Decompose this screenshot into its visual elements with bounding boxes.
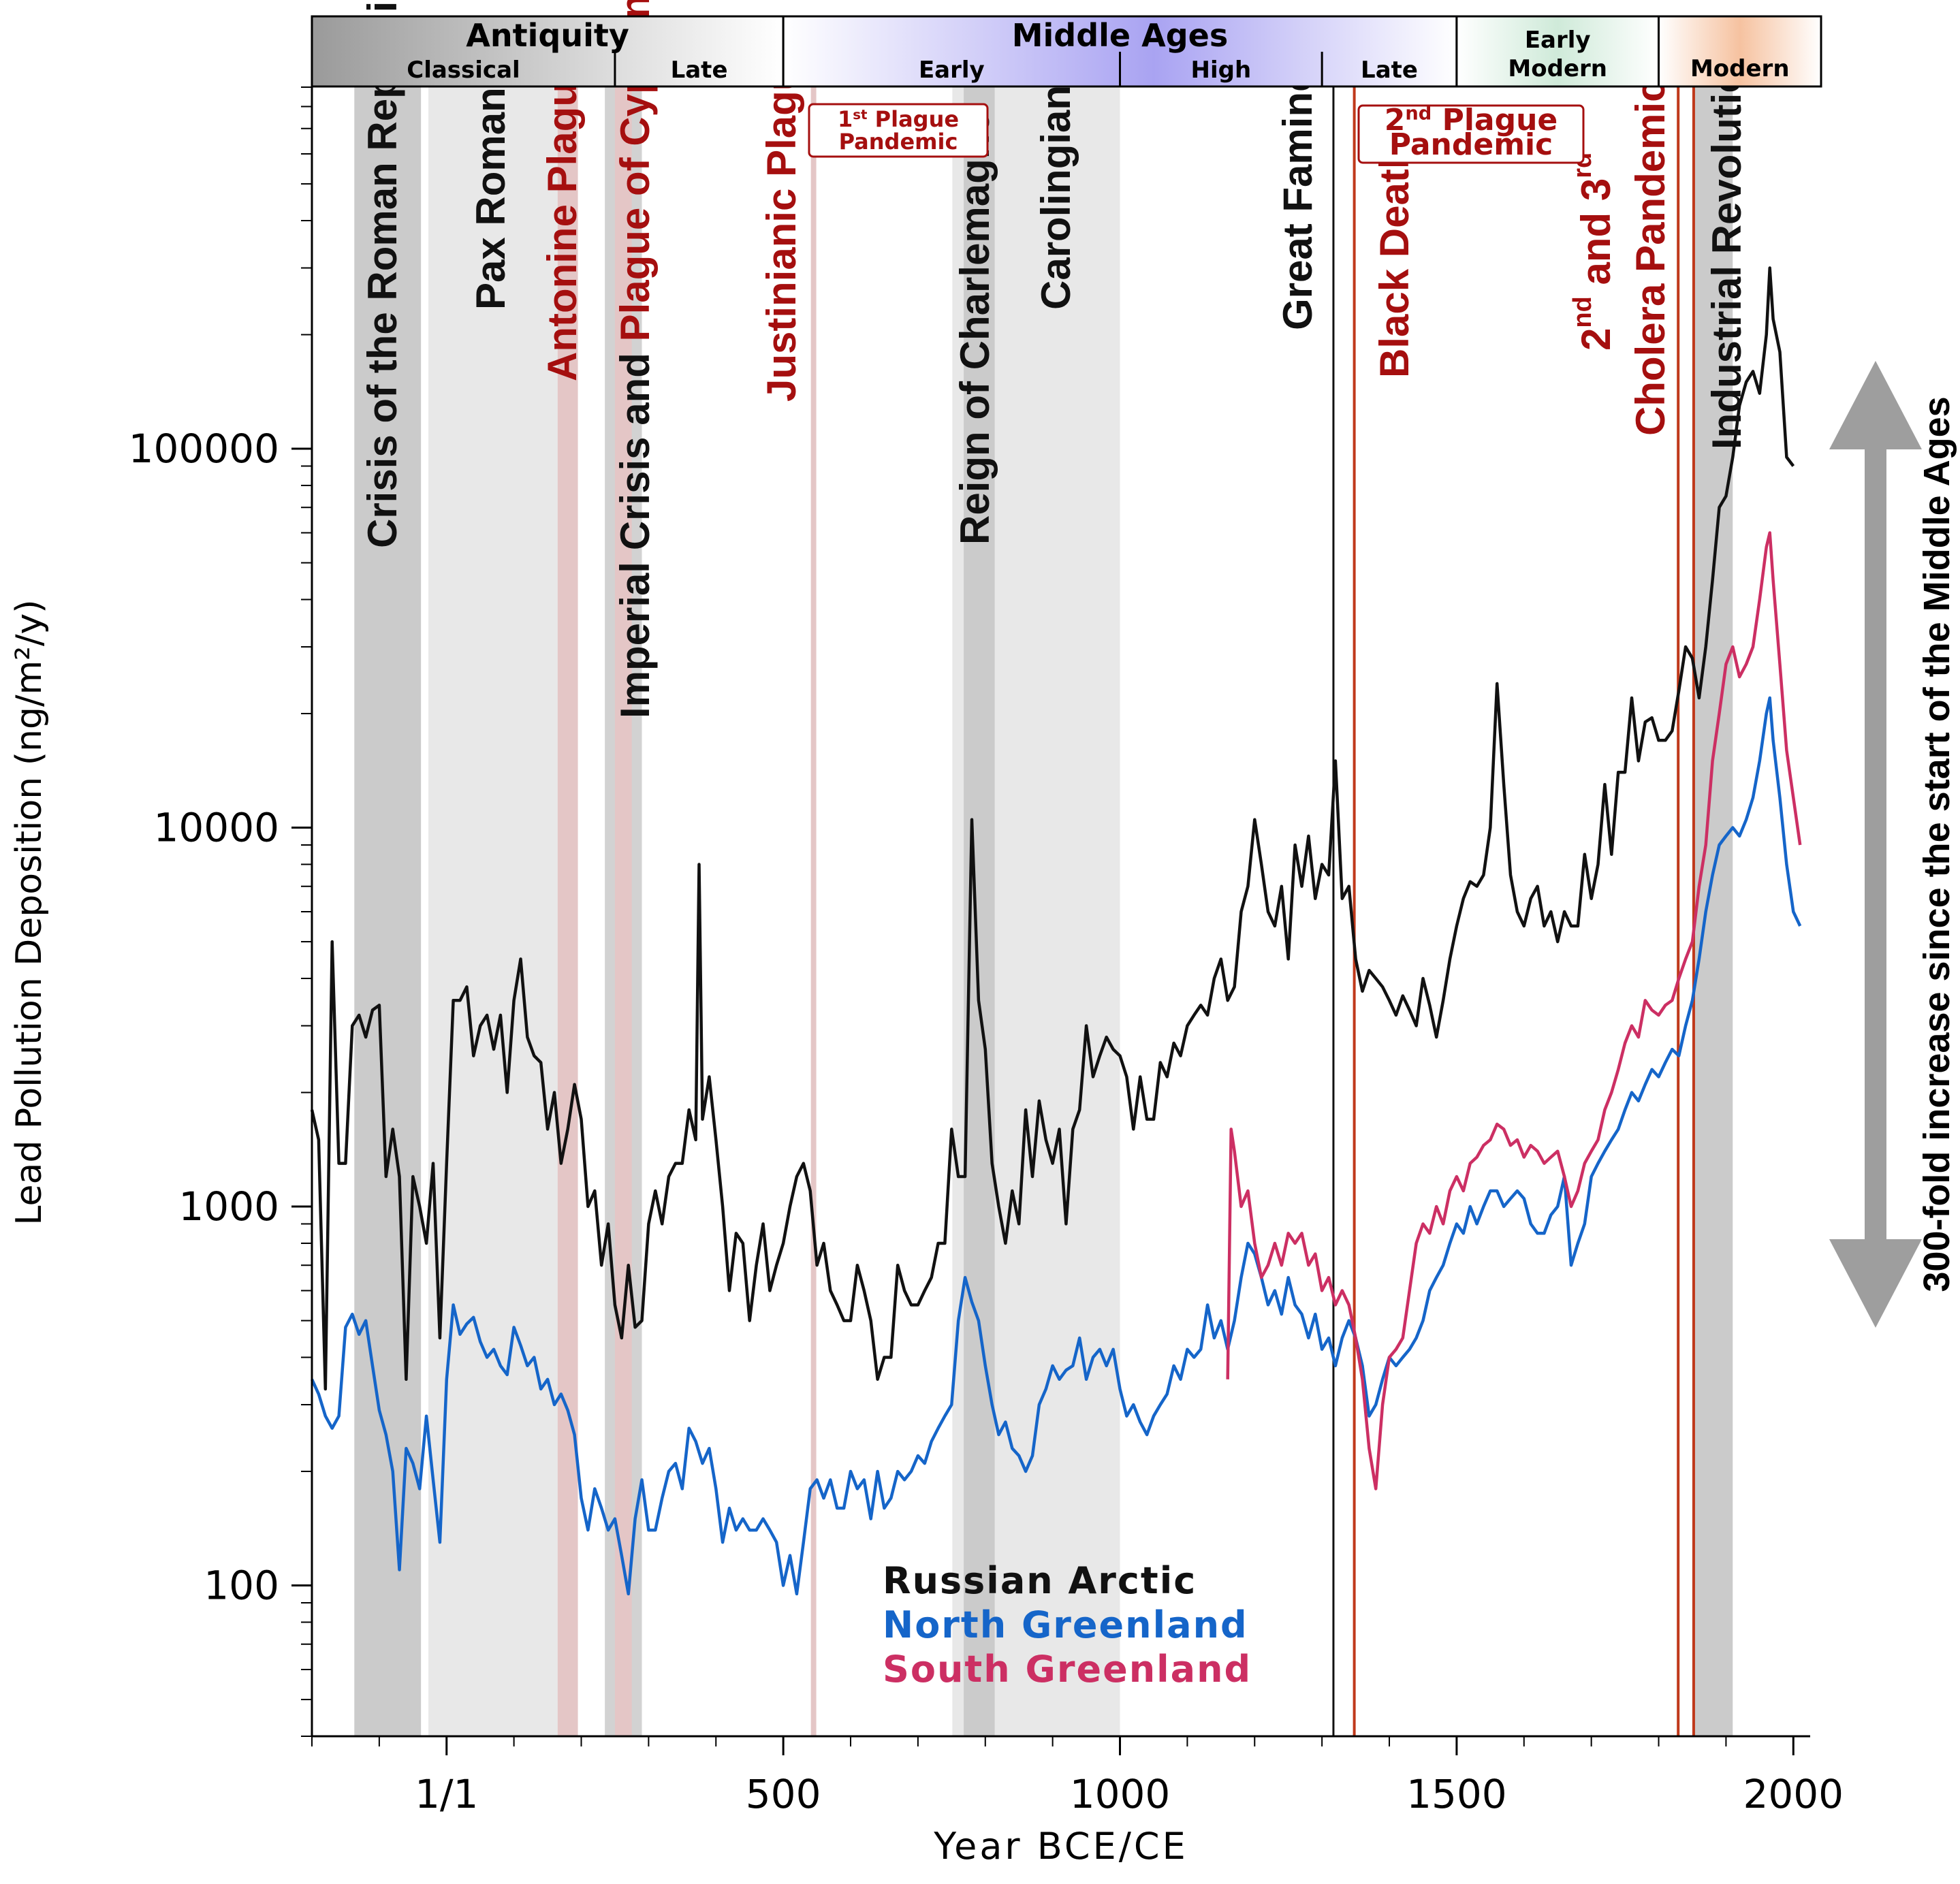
svg-text:1st Plague: 1st Plague — [838, 106, 959, 132]
label-cholera-ordinal: 2nd and 3rd — [1568, 153, 1619, 351]
label-justinianic-plague: Justinianic Plague — [759, 43, 804, 402]
x-tick-label-1000: 1000 — [1070, 1771, 1171, 1817]
subperiod-label-early-2: Early — [919, 57, 985, 84]
label-imperial-crisis-and: Imperial Crisis and — [612, 341, 658, 718]
subperiod-label-late-1: Late — [671, 57, 728, 84]
subperiod-label-high-3: High — [1191, 57, 1252, 84]
arrow-annotation: 300-fold increase since the start of the… — [1916, 396, 1957, 1292]
legend-south-greenland: South Greenland — [883, 1648, 1252, 1691]
period-early-modern — [1455, 15, 1660, 88]
shade-justinianic-plague — [810, 87, 817, 1736]
period-antiquity — [311, 15, 785, 88]
label-cholera-pandemics: Cholera Pandemics — [1628, 57, 1673, 436]
shade-industrial-revolution — [1692, 87, 1733, 1736]
period-label-antiquity: Antiquity — [466, 17, 629, 54]
y-axis-title: Lead Pollution Deposition (ng/m²/y) — [9, 599, 50, 1225]
x-tick-label-500: 500 — [746, 1771, 821, 1817]
period-modern — [1658, 15, 1822, 88]
period-label-middle-ages: Middle Ages — [1012, 17, 1229, 54]
x-tick-label-1-1: 1/1 — [415, 1771, 478, 1817]
legend-russian-arctic: Russian Arctic — [883, 1559, 1197, 1602]
legend-north-greenland: North Greenland — [883, 1603, 1248, 1646]
arrow-shaft — [1865, 436, 1886, 1253]
subperiod-label-late-4: Late — [1361, 57, 1418, 84]
increase-arrow: 300-fold increase since the start of the… — [1829, 361, 1957, 1328]
label-carolingians: Carolingians — [1033, 63, 1079, 310]
svg-text:Pandemic: Pandemic — [1389, 127, 1553, 162]
y-tick-label-1000: 1000 — [178, 1183, 279, 1230]
label-imperial-crisis: Imperial Crisis and Plague of Cyprian — [612, 0, 658, 718]
y-tick-label-100: 100 — [204, 1563, 279, 1609]
label-pax-romana: Pax Romana — [468, 64, 513, 310]
x-tick-label-2000: 2000 — [1743, 1771, 1844, 1817]
series-line-north-greenland — [310, 696, 1802, 1596]
label-industrial-revolution: Industrial Revolution — [1704, 43, 1750, 449]
series-layer — [310, 266, 1802, 1596]
shade-antonine-plague — [557, 87, 578, 1736]
period-label-early-modern-2: Modern — [1508, 55, 1607, 82]
svg-text:Pandemic: Pandemic — [839, 129, 958, 155]
event-lines-layer — [1332, 87, 1695, 1736]
shade-crisis-of-the-roman-republic — [354, 87, 422, 1736]
series-line-russian-arctic — [310, 266, 1795, 1391]
label-great-famine: Great Famine — [1275, 69, 1321, 330]
period-label-modern: Modern — [1690, 55, 1790, 82]
shade-pax-romana — [428, 87, 568, 1736]
arrow-head-up-icon — [1829, 361, 1922, 449]
y-tick-label-10000: 10000 — [153, 805, 279, 851]
period-label-early-modern-1: Early — [1525, 27, 1591, 54]
arrow-head-down-icon — [1829, 1239, 1922, 1328]
label-crisis-roman-republic: Crisis of the Roman Republic — [360, 0, 405, 548]
event-labels-layer: Crisis of the Roman Republic Pax Romana An… — [360, 0, 1750, 718]
x-axis-title: Year BCE/CE — [933, 1825, 1188, 1868]
shade-plague-of-cyprian — [614, 87, 632, 1736]
label-reign-of-charlemagne: Reign of Charlemagne — [952, 111, 998, 545]
svg-text:2nd Plague: 2nd Plague — [1385, 103, 1558, 138]
label-antonine-plague: Antonine Plague — [539, 59, 585, 381]
y-tick-label-100000: 100000 — [129, 426, 279, 472]
ticks-layer: 1/1 500 1000 1500 2000 100 1000 10000 100000 — [129, 86, 1844, 1817]
subperiod-label-classical-0: Classical — [407, 57, 520, 84]
series-line-south-greenland — [1226, 531, 1802, 1490]
x-tick-label-1500: 1500 — [1406, 1771, 1507, 1817]
label-black-death: Black Death — [1372, 144, 1417, 378]
